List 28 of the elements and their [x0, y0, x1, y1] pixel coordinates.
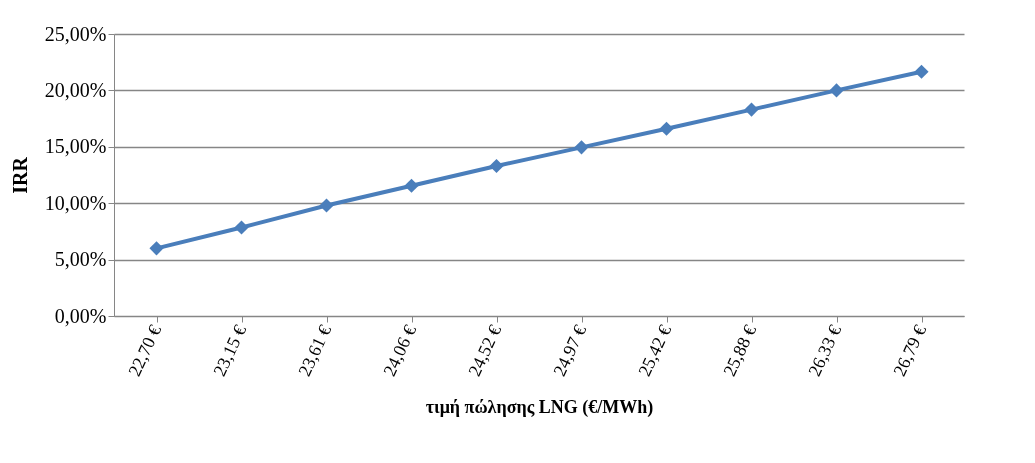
y-tick-label: 5,00% — [54, 248, 107, 271]
x-tick-label: 23,61 € — [294, 321, 336, 380]
x-tick-label: 22,70 € — [124, 321, 166, 380]
point — [489, 158, 504, 174]
point — [149, 241, 164, 256]
x-tick-label: 25,42 € — [634, 321, 676, 380]
point — [914, 64, 929, 79]
point — [659, 121, 674, 136]
point — [234, 220, 249, 235]
point — [574, 140, 589, 155]
y-tick-label: 0,00% — [54, 304, 107, 327]
point — [829, 83, 844, 98]
x-tick-label: 24,06 € — [379, 321, 421, 380]
y-tick-label: 25,00% — [44, 22, 107, 45]
point — [744, 102, 759, 117]
x-tick-label: 24,97 € — [549, 321, 591, 380]
y-axis-title: IRR — [8, 156, 31, 194]
y-tick-label: 20,00% — [44, 78, 107, 101]
x-tick-label: 23,15 € — [209, 321, 251, 380]
point — [319, 198, 334, 213]
x-axis-title: τιμή πώλησης LNG (€/MWh) — [425, 397, 654, 419]
point — [404, 178, 419, 193]
x-tick-label: 26,79 € — [889, 321, 931, 380]
y-tick-label: 10,00% — [44, 191, 107, 214]
y-tick-label: 15,00% — [44, 135, 107, 158]
x-tick-label: 24,52 € — [464, 321, 506, 380]
x-tick-label: 26,33 € — [804, 321, 846, 380]
x-tick-label: 25,88 € — [719, 321, 761, 380]
